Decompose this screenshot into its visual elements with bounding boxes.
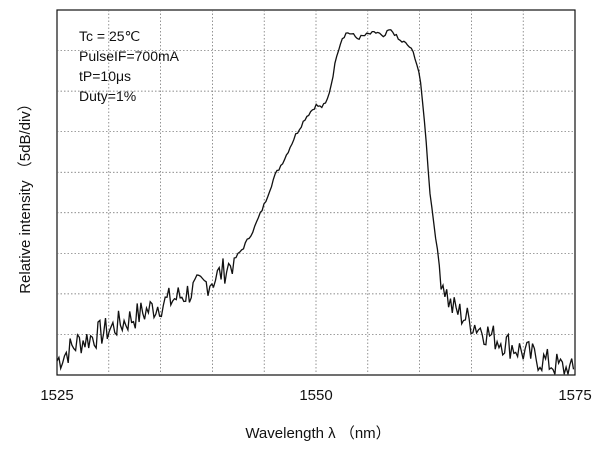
x-tick-label: 1550 [299, 387, 332, 404]
y-axis-label: Relative intensity （5dB/div） [17, 96, 34, 294]
x-axis-label: Wavelength λ （nm） [245, 425, 390, 442]
x-tick-label: 1575 [558, 387, 591, 404]
x-tick-label: 1525 [40, 387, 73, 404]
annotation-pulse-current: PulseIF=700mA [79, 48, 180, 64]
series-line [56, 29, 575, 375]
annotation-pulse-width: tP=10μs [79, 68, 131, 84]
annotation-duty: Duty=1% [79, 88, 136, 104]
grid [57, 10, 575, 375]
annotation-temperature: Tc = 25℃ [79, 28, 140, 44]
